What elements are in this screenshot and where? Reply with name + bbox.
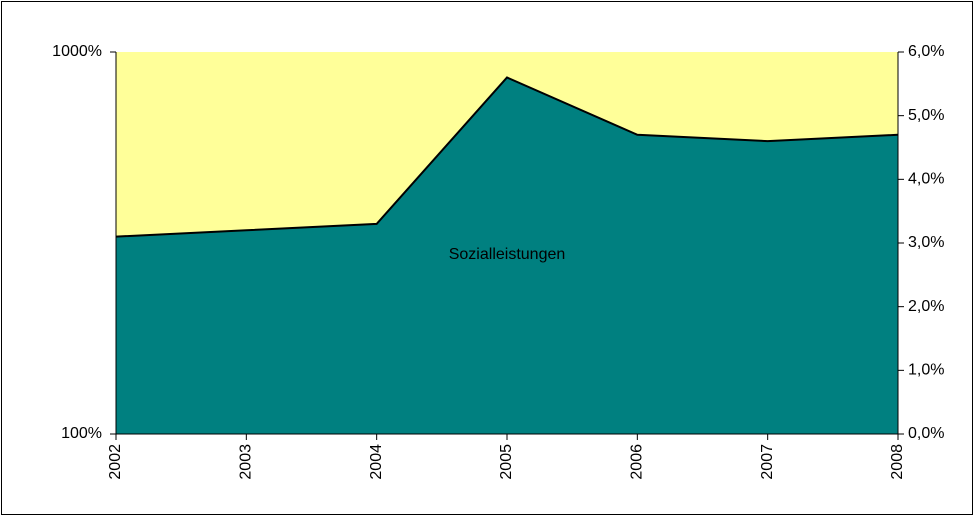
y-tick-label: 100% (61, 425, 102, 442)
y2-tick-label: 5,0% (908, 107, 944, 124)
x-tick-label: 2006 (629, 444, 646, 480)
y2-tick-label: 3,0% (908, 234, 944, 251)
x-tick-label: 2005 (498, 444, 515, 480)
y2-tick-label: 4,0% (908, 171, 944, 188)
x-tick-label: 2002 (107, 444, 124, 480)
y-tick-label: 1000% (52, 43, 102, 60)
y2-tick-label: 2,0% (908, 298, 944, 315)
x-tick-label: 2008 (889, 444, 906, 480)
area (116, 77, 898, 434)
y2-tick-label: 0,0% (908, 425, 944, 442)
y2-tick-label: 1,0% (908, 362, 944, 379)
area-line (115, 76, 899, 238)
y2-tick-label: 6,0% (908, 43, 944, 60)
series-label: Sozialleistungen (449, 246, 566, 263)
x-tick-label: 2004 (368, 444, 385, 480)
x-tick-label: 2003 (238, 444, 255, 480)
x-tick-label: 2007 (759, 444, 776, 480)
